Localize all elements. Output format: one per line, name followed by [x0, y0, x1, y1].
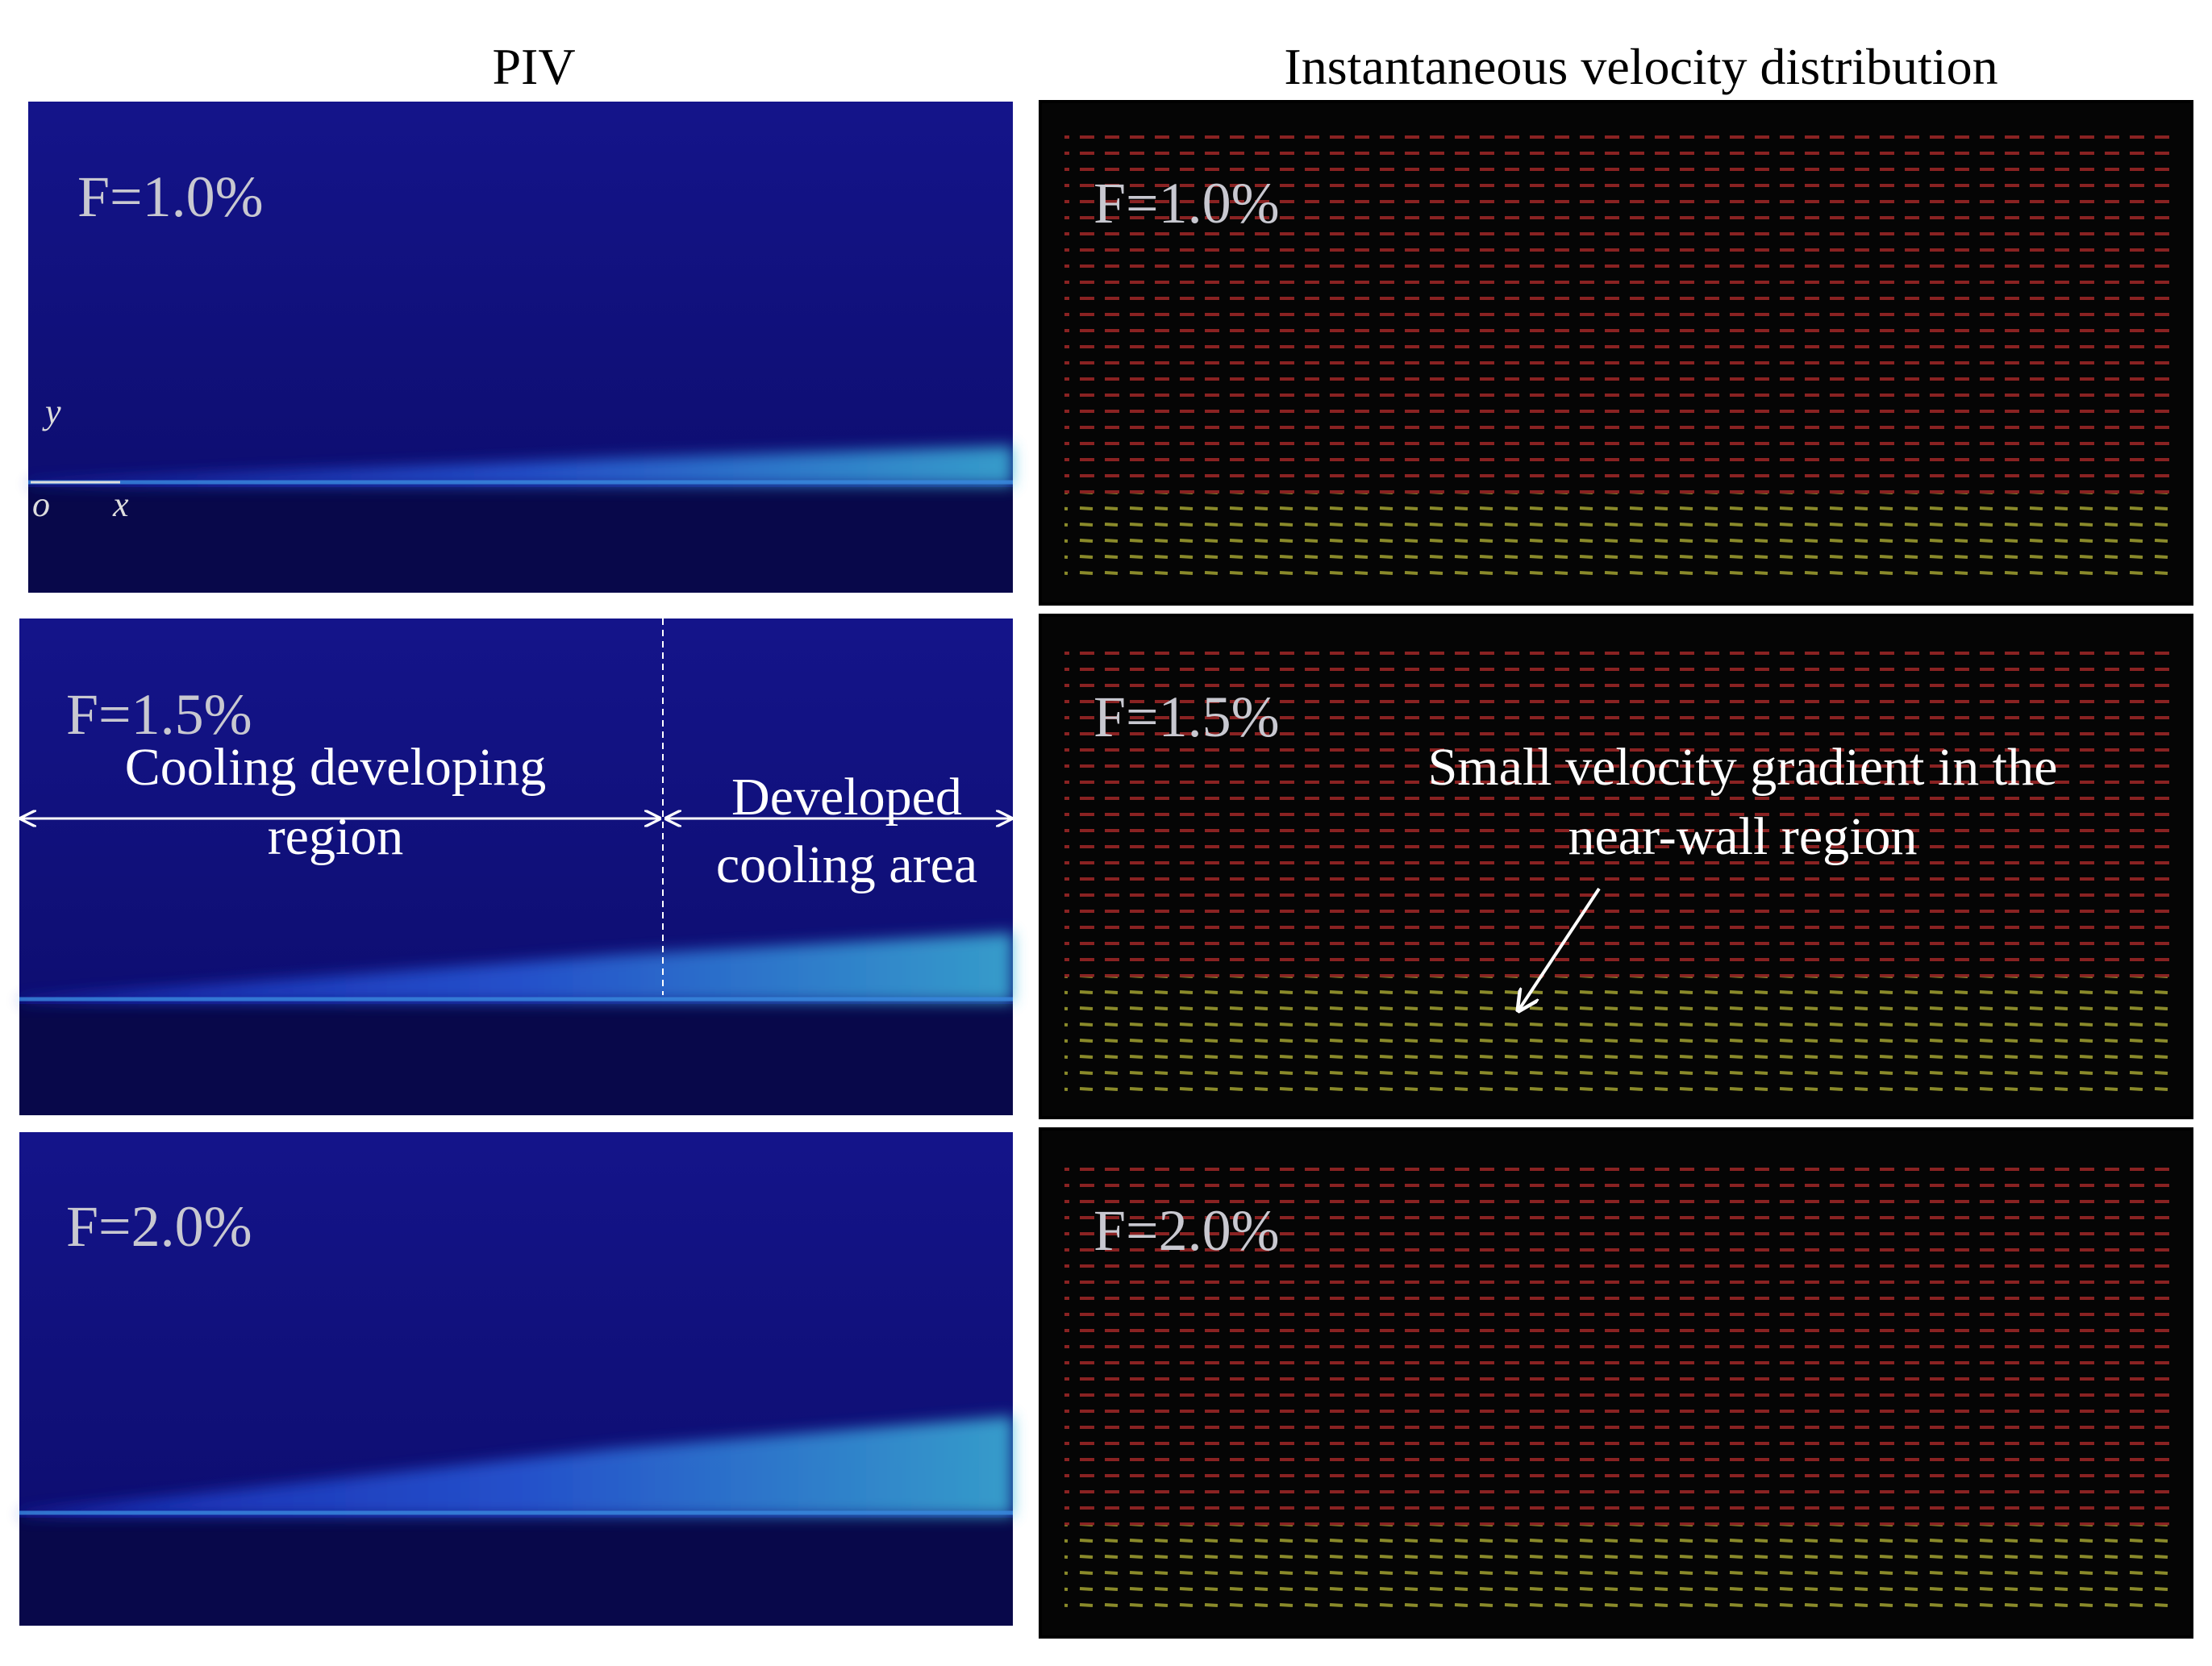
wall-region — [19, 1004, 1013, 1115]
coolant-layer — [19, 932, 1013, 1002]
panel-label: F=1.0% — [1094, 171, 1280, 235]
axis-label: x — [112, 485, 129, 524]
wall-region — [28, 487, 1013, 593]
panel-label: F=1.5% — [66, 682, 252, 747]
coolant-layer — [28, 446, 1013, 485]
panel-label: F=1.5% — [1094, 685, 1280, 749]
annotation: region — [268, 807, 404, 866]
annotation: near-wall region — [1568, 807, 1918, 866]
coolant-layer — [19, 1416, 1013, 1516]
velocity-vectors — [1064, 134, 2169, 494]
velocity-vectors — [1064, 493, 2169, 580]
annotation: cooling area — [716, 835, 977, 894]
annotation: Developed — [731, 768, 962, 827]
panel-label: F=1.0% — [77, 165, 264, 229]
velocity-vectors — [1064, 977, 2169, 1093]
panel-label: F=2.0% — [1094, 1198, 1280, 1263]
axis-label: o — [32, 485, 50, 524]
column-title: Instantaneous velocity distribution — [1284, 38, 1997, 95]
velocity-vectors — [1064, 1161, 2169, 1526]
panel-label: F=2.0% — [66, 1194, 252, 1259]
velocity-vectors — [1064, 1525, 2169, 1613]
wall-region — [19, 1518, 1013, 1626]
annotation-arrow — [1518, 887, 1601, 1010]
annotation: Cooling developing — [125, 738, 546, 797]
velocity-vectors — [1064, 648, 2169, 977]
annotation: Small velocity gradient in the — [1428, 738, 2058, 797]
column-title: PIV — [492, 38, 575, 95]
axis-label: y — [42, 392, 61, 431]
